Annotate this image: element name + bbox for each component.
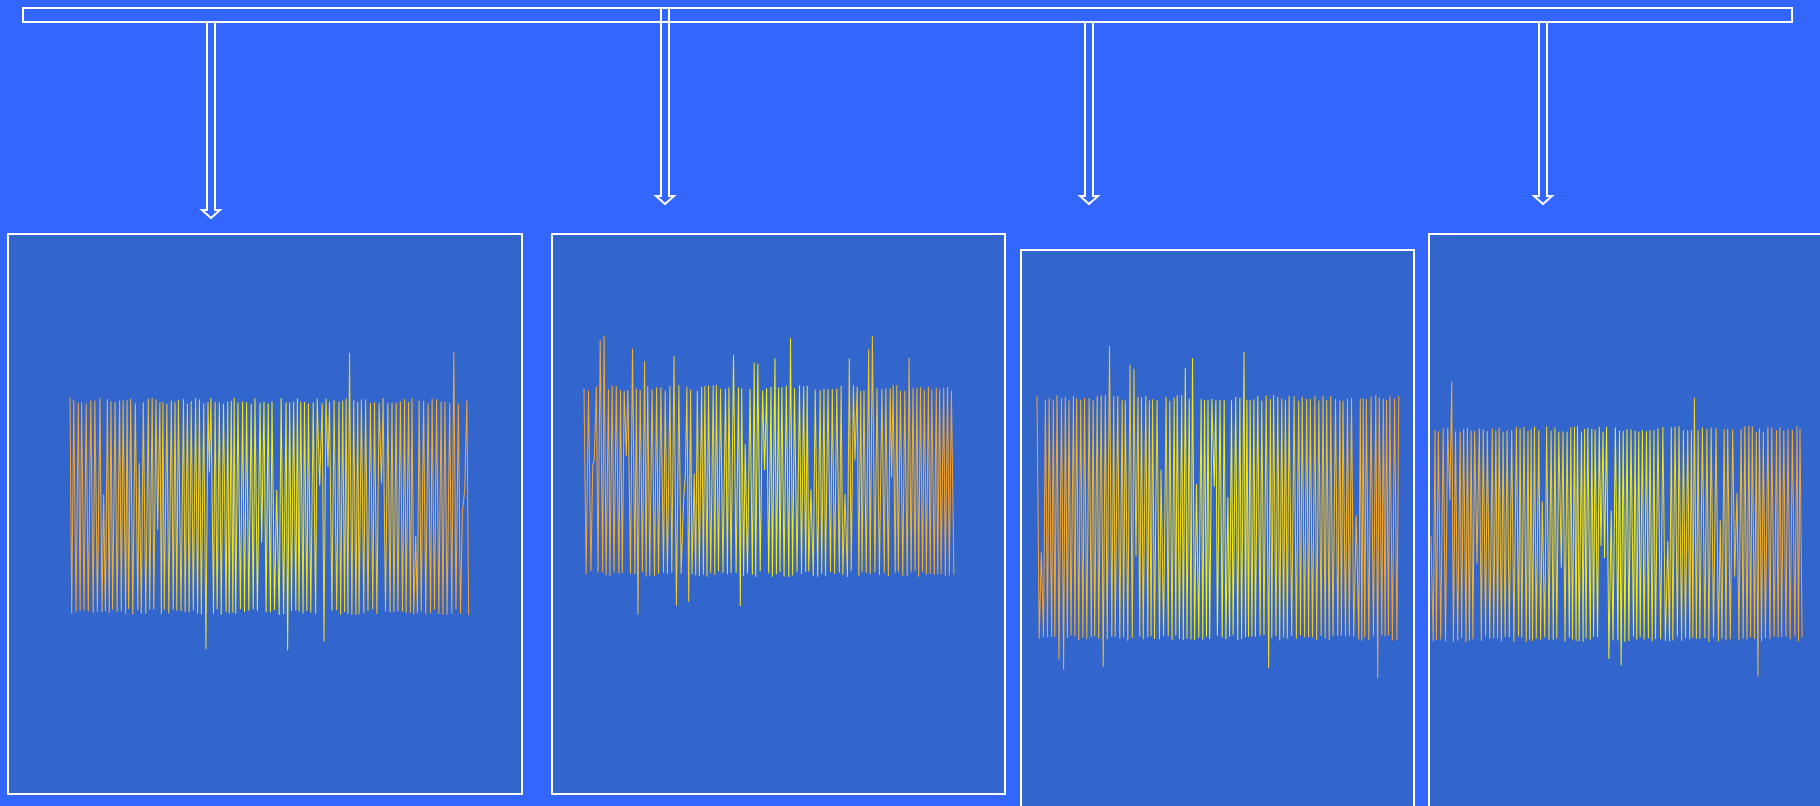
waveforms xyxy=(69,335,1803,679)
top-bar xyxy=(22,7,1793,23)
panel xyxy=(1428,233,1820,806)
waveform xyxy=(69,352,470,651)
arrows xyxy=(199,8,1555,220)
arrow xyxy=(1531,22,1555,206)
panels xyxy=(7,233,1820,806)
arrow xyxy=(1077,22,1101,206)
waveform xyxy=(583,335,955,615)
waveform xyxy=(1430,381,1803,677)
waveform xyxy=(1036,345,1400,679)
arrow xyxy=(199,22,223,220)
arrow xyxy=(653,8,677,206)
